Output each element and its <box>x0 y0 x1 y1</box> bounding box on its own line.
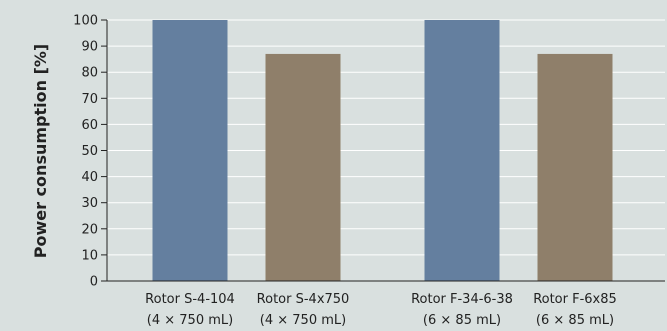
x-category-label: Rotor F-34-6-38 <box>411 292 513 307</box>
bar <box>424 20 500 281</box>
x-category-sublabel: (4 × 750 mL) <box>260 313 346 328</box>
bar <box>537 53 613 282</box>
x-category-label: Rotor F-6x85 <box>533 292 617 307</box>
y-tick-label: 20 <box>81 222 98 237</box>
bar <box>152 20 228 281</box>
x-category-labels: Rotor S-4-104 (4 × 750 mL) Rotor S-4x750 (4… <box>145 292 617 328</box>
y-tick-label: 60 <box>81 118 98 133</box>
x-category-label: Rotor S-4-104 <box>145 292 235 307</box>
y-axis-title: Power consumption [%] <box>31 44 50 258</box>
y-tick-label: 0 <box>90 275 98 290</box>
y-tick-label: 50 <box>81 144 98 159</box>
x-category-sublabel: (6 × 85 mL) <box>536 313 614 328</box>
x-category-label: Rotor S-4x750 <box>257 292 350 307</box>
y-tick-label: 10 <box>81 248 98 263</box>
y-tick-label: 40 <box>81 170 98 185</box>
y-tick-label: 80 <box>81 66 98 81</box>
y-tick-label: 30 <box>81 196 98 211</box>
y-tick-label: 100 <box>73 14 98 29</box>
x-category-sublabel: (6 × 85 mL) <box>423 313 501 328</box>
bars <box>152 20 613 282</box>
y-tick-labels: 0 10 20 30 40 50 60 70 80 90 100 <box>73 14 98 290</box>
y-tick-label: 70 <box>81 92 98 107</box>
bar <box>265 53 341 282</box>
y-tick-label: 90 <box>81 40 98 55</box>
x-category-sublabel: (4 × 750 mL) <box>147 313 233 328</box>
axes <box>101 19 665 282</box>
